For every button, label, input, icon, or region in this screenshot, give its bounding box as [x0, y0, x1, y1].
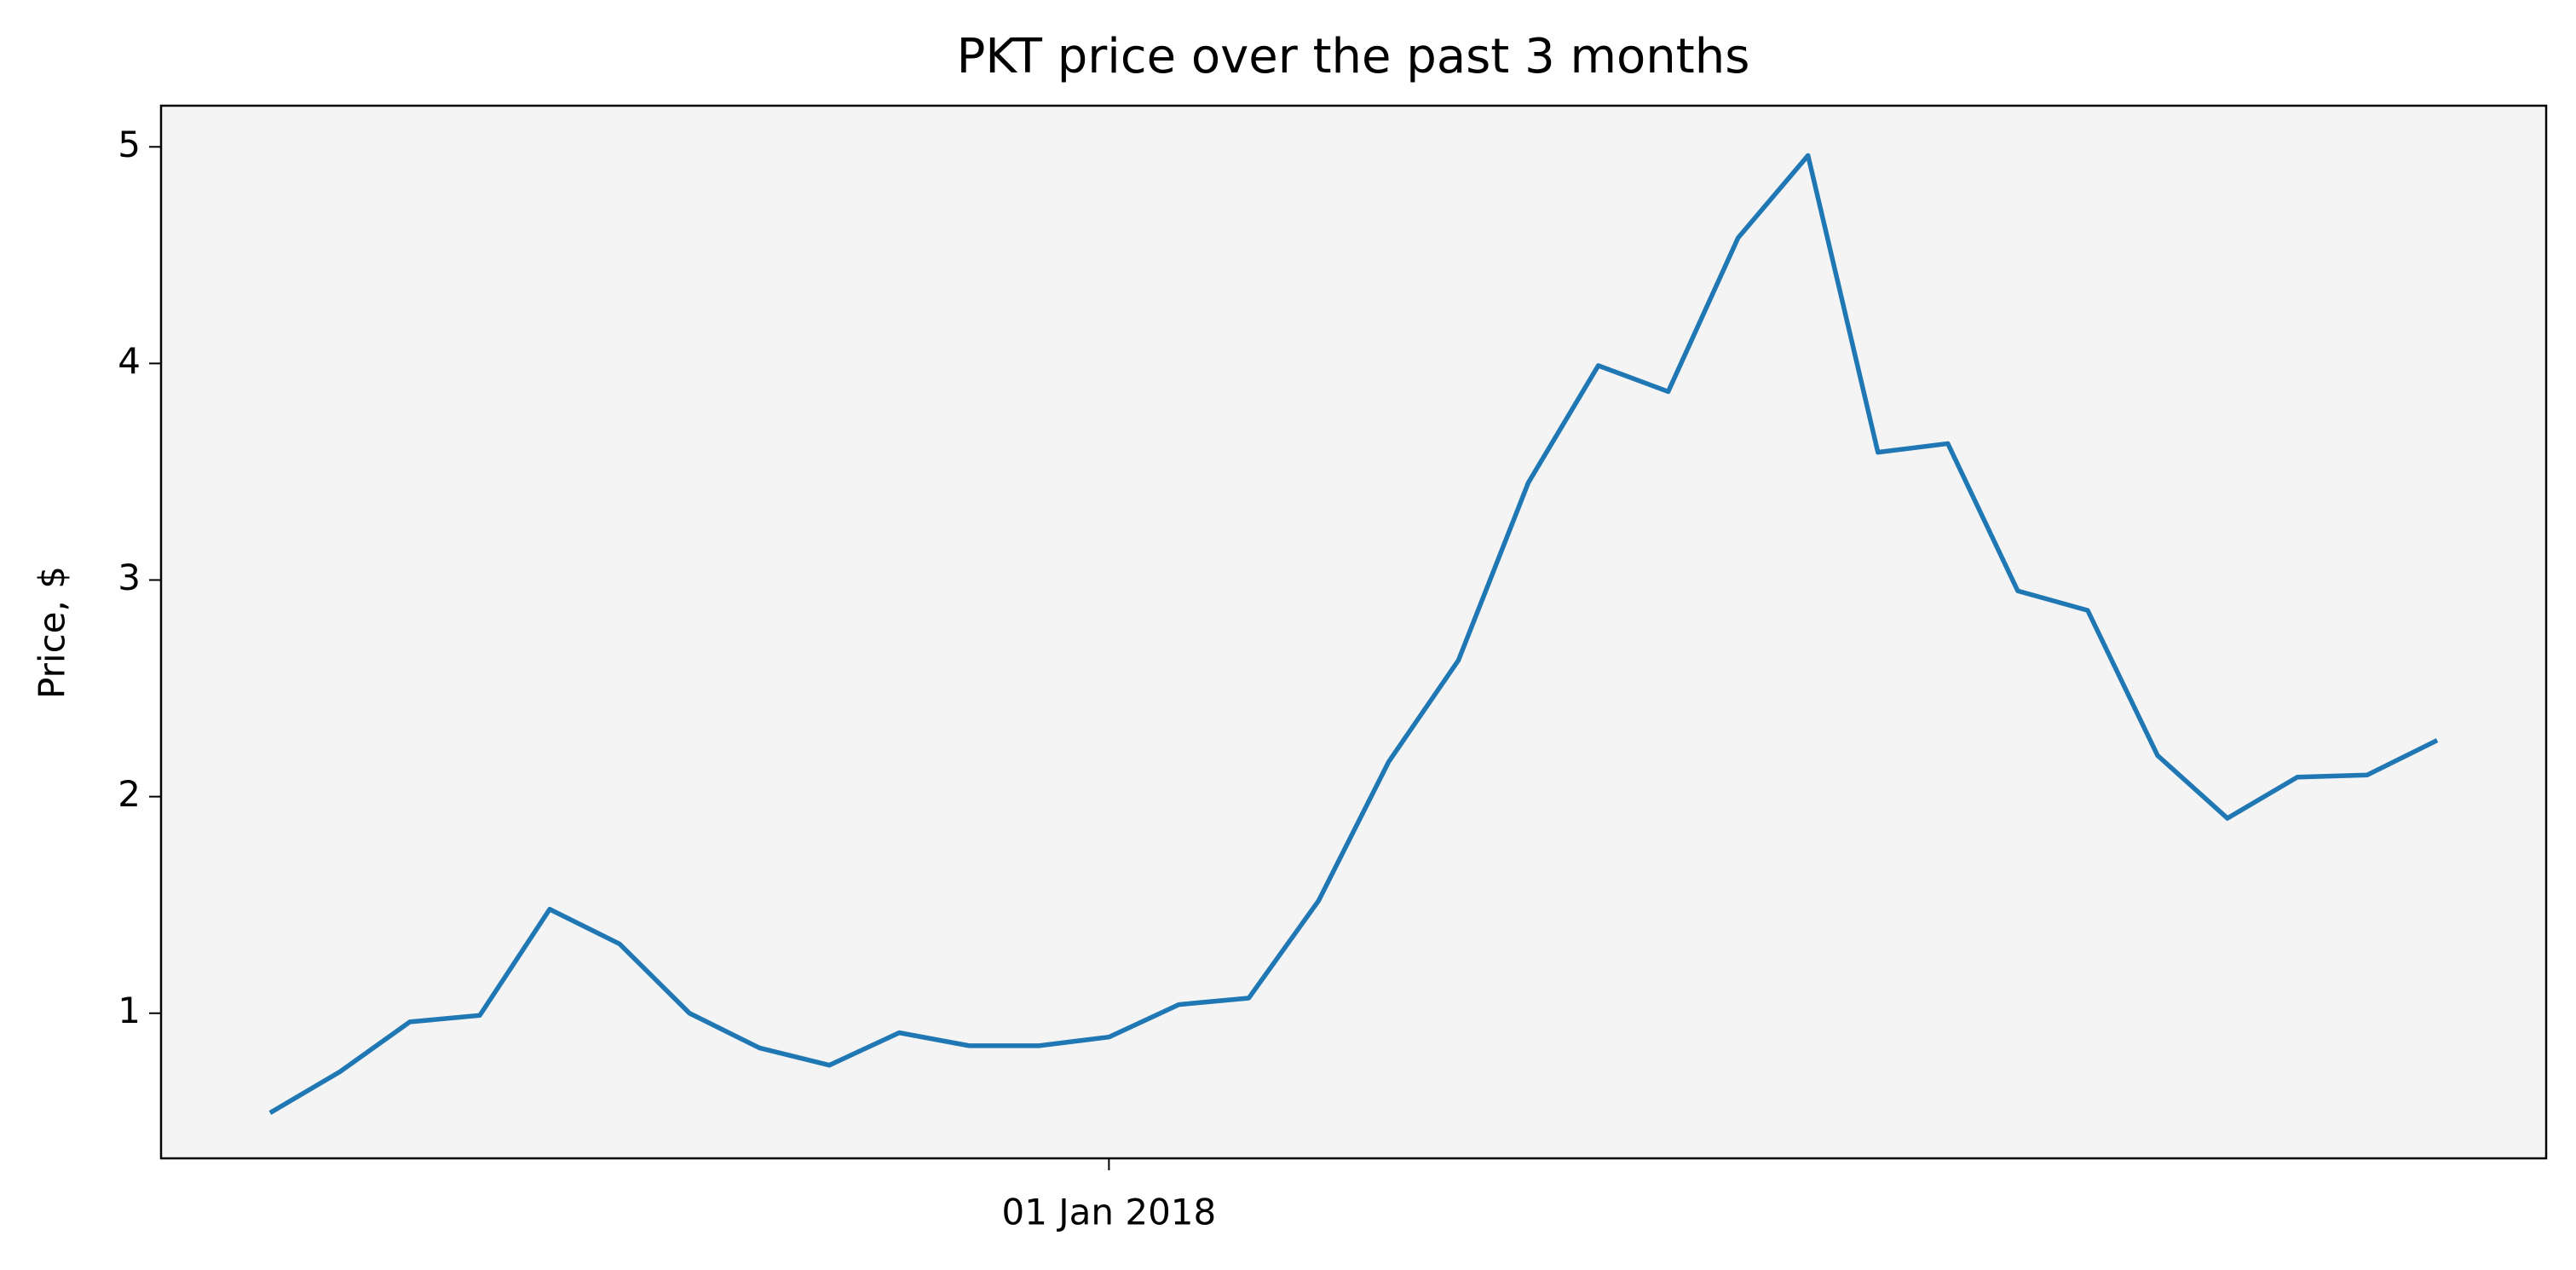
y-tick-label: 2 [118, 773, 141, 815]
plot-frame [159, 104, 2548, 1160]
y-axis-label: Price, $ [32, 566, 73, 699]
y-tick-label: 4 [118, 340, 141, 382]
y-tick-label: 1 [118, 990, 141, 1031]
price-line [268, 153, 2439, 1116]
y-tick-label: 3 [118, 557, 141, 598]
chart-title: PKT price over the past 3 months [957, 29, 1750, 84]
x-tick-label: 01 Jan 2018 [1001, 1192, 1216, 1233]
y-tick-label: 5 [118, 124, 141, 165]
plot-background [161, 106, 2546, 1158]
